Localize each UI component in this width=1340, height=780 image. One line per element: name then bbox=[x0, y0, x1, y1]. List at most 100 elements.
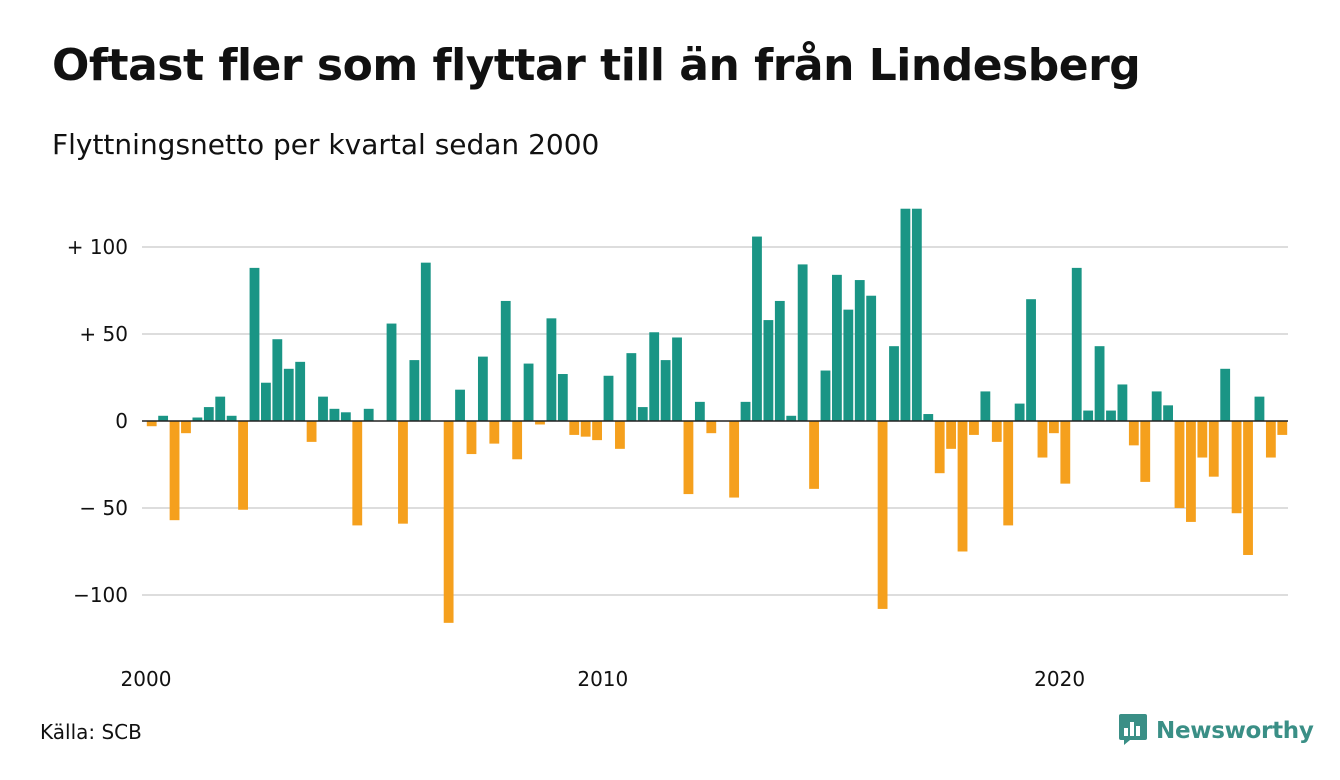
bar bbox=[592, 421, 602, 441]
bar bbox=[603, 375, 614, 421]
y-tick-label: −100 bbox=[73, 583, 128, 607]
bar bbox=[1094, 346, 1105, 421]
bars bbox=[146, 208, 1288, 623]
bar bbox=[637, 407, 648, 421]
bar bbox=[1243, 421, 1253, 555]
bar bbox=[203, 407, 214, 421]
bar bbox=[1208, 421, 1219, 477]
bar bbox=[398, 421, 408, 524]
bar bbox=[649, 332, 660, 421]
bar-chart-speech-bubble-icon bbox=[1118, 713, 1148, 749]
chart-subtitle: Flyttningsnetto per kvartal sedan 2000 bbox=[52, 128, 600, 161]
bar bbox=[911, 208, 922, 421]
bar bbox=[683, 421, 694, 495]
bar bbox=[1037, 421, 1048, 458]
bar bbox=[249, 267, 260, 421]
bar bbox=[957, 421, 968, 552]
brand-name: Newsworthy bbox=[1156, 718, 1314, 744]
bar bbox=[980, 391, 991, 421]
bar bbox=[877, 421, 888, 609]
y-tick-label: + 50 bbox=[79, 322, 128, 346]
bar bbox=[797, 264, 808, 421]
bar bbox=[500, 300, 511, 421]
bar bbox=[946, 421, 957, 449]
bar bbox=[329, 408, 340, 421]
bar bbox=[866, 295, 877, 421]
bar bbox=[512, 421, 523, 460]
bar bbox=[238, 421, 248, 510]
bar bbox=[1083, 410, 1094, 421]
bar bbox=[295, 361, 306, 421]
bar bbox=[1014, 403, 1025, 421]
bar bbox=[969, 421, 979, 435]
bar bbox=[1163, 405, 1173, 421]
bar bbox=[694, 401, 705, 421]
bar bbox=[557, 374, 568, 421]
y-tick-label: − 50 bbox=[79, 496, 128, 520]
bar bbox=[832, 274, 842, 421]
bar bbox=[900, 208, 911, 421]
bar bbox=[261, 382, 271, 421]
bar bbox=[1220, 368, 1231, 421]
bar bbox=[523, 363, 534, 421]
bar bbox=[409, 360, 420, 421]
bar bbox=[546, 318, 557, 421]
bar bbox=[1117, 384, 1128, 421]
bar bbox=[991, 421, 1002, 442]
bar bbox=[580, 421, 591, 437]
bar bbox=[318, 396, 328, 421]
bar bbox=[752, 236, 762, 421]
bar-chart: + 100 + 50 0 − 50 −100 2000 2010 2020 bbox=[67, 208, 1288, 691]
bar bbox=[386, 323, 397, 421]
bar bbox=[1254, 396, 1265, 421]
bar bbox=[1048, 421, 1059, 434]
x-tick-label: 2010 bbox=[577, 667, 628, 691]
newsworthy-logo: Newsworthy bbox=[1118, 714, 1314, 748]
bar bbox=[786, 415, 797, 421]
bar bbox=[569, 421, 580, 435]
bar bbox=[363, 408, 374, 421]
bar bbox=[1151, 391, 1162, 421]
bar bbox=[443, 421, 454, 623]
bar bbox=[1128, 421, 1139, 446]
bar bbox=[420, 262, 431, 421]
bar bbox=[340, 412, 351, 421]
bar bbox=[1174, 421, 1185, 508]
bar bbox=[672, 337, 682, 421]
bar bbox=[660, 360, 671, 421]
x-axis-labels: 2000 2010 2020 bbox=[121, 667, 1086, 691]
bar bbox=[169, 421, 180, 521]
chart-title: Oftast fler som flyttar till än från Lin… bbox=[52, 40, 1141, 91]
bar bbox=[477, 356, 488, 421]
bar bbox=[1106, 410, 1116, 421]
bar bbox=[854, 280, 865, 421]
bar bbox=[181, 421, 191, 434]
bar bbox=[934, 421, 945, 474]
grid-lines bbox=[142, 246, 1288, 596]
bar bbox=[809, 421, 819, 489]
bar bbox=[535, 421, 545, 425]
bar bbox=[1071, 267, 1082, 421]
bar bbox=[1140, 421, 1151, 482]
bar bbox=[843, 309, 854, 421]
bar bbox=[740, 401, 751, 421]
y-axis-labels: + 100 + 50 0 − 50 −100 bbox=[67, 235, 128, 607]
bar bbox=[1186, 421, 1196, 522]
bar bbox=[774, 300, 785, 421]
bar bbox=[283, 368, 294, 421]
bar bbox=[1026, 299, 1036, 421]
bar bbox=[615, 421, 625, 449]
bar bbox=[1265, 421, 1276, 458]
bar bbox=[455, 389, 465, 421]
x-tick-label: 2020 bbox=[1034, 667, 1085, 691]
bar bbox=[1003, 421, 1014, 526]
y-tick-label: 0 bbox=[115, 409, 128, 433]
bar bbox=[466, 421, 477, 455]
bar bbox=[923, 414, 934, 421]
bar bbox=[146, 421, 157, 427]
bar bbox=[1277, 421, 1288, 435]
bar bbox=[489, 421, 500, 444]
bar bbox=[729, 421, 740, 498]
bar bbox=[1231, 421, 1242, 514]
y-tick-label: + 100 bbox=[67, 235, 128, 259]
